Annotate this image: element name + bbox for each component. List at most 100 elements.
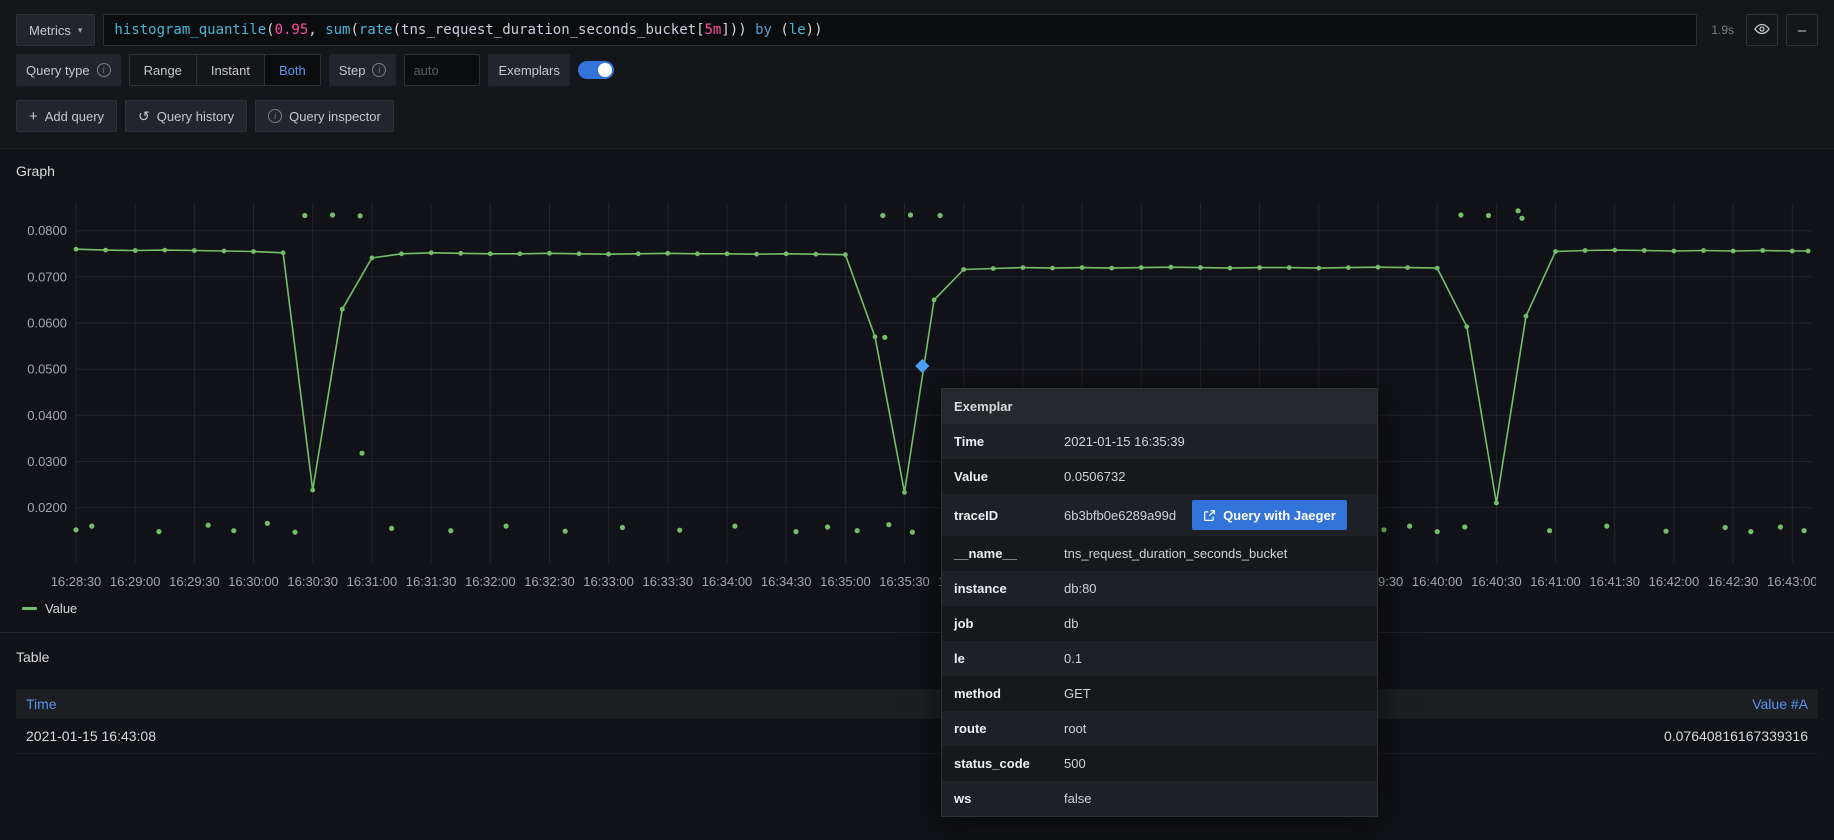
exemplar-point: [937, 212, 943, 219]
exemplar-point: [89, 523, 95, 529]
table-cell-value: 0.07640816167339316: [1663, 728, 1808, 744]
exemplar-point: [1748, 529, 1754, 535]
table-panel-title: Table: [16, 649, 50, 665]
series-point: [1671, 248, 1677, 254]
tooltip-row-traceID: traceID 6b3bfb0e6289a99d Query with Jaeger: [942, 494, 1377, 536]
query-type-option-instant[interactable]: Instant: [196, 55, 265, 85]
svg-text:16:40:30: 16:40:30: [1471, 574, 1522, 589]
exemplar-point: [292, 529, 298, 535]
exemplars-toggle[interactable]: [577, 61, 614, 79]
legend-item-value[interactable]: Value: [16, 601, 1818, 630]
eye-icon: [1754, 21, 1770, 40]
svg-text:16:35:30: 16:35:30: [879, 574, 930, 589]
add-query-button[interactable]: + Add query: [16, 100, 118, 132]
query-with-jaeger-button[interactable]: Query with Jaeger: [1192, 500, 1347, 530]
exemplar-point: [1801, 528, 1807, 534]
table-column-value-a[interactable]: Value #A: [1752, 696, 1808, 712]
tooltip-label: status_code: [954, 756, 1030, 771]
series-point: [103, 247, 108, 253]
series-point: [1227, 265, 1233, 271]
query-token: ,: [308, 22, 326, 38]
exemplar-point: [1519, 215, 1525, 221]
exemplar-point: [389, 525, 395, 531]
tooltip-label: ws: [954, 791, 972, 806]
exemplar-point: [677, 527, 683, 533]
query-type-option-both[interactable]: Both: [264, 55, 320, 85]
svg-text:16:41:30: 16:41:30: [1589, 574, 1640, 589]
exemplar-point: [909, 529, 916, 535]
exemplar-point: [732, 523, 738, 529]
tooltip-value: db: [1064, 616, 1079, 631]
hovered-exemplar-marker[interactable]: [915, 358, 930, 374]
exemplar-tooltip-title: Exemplar: [942, 389, 1377, 424]
graph-panel-title: Graph: [16, 163, 55, 179]
svg-text:16:30:30: 16:30:30: [287, 574, 338, 589]
query-token: )): [729, 22, 756, 38]
series-point: [961, 267, 967, 272]
query-token: rate: [358, 22, 393, 38]
query-type-label: Query type: [26, 62, 90, 78]
series-point: [162, 247, 168, 253]
svg-text:0.0300: 0.0300: [27, 454, 67, 469]
table-column-time[interactable]: Time: [26, 696, 57, 712]
series-point: [931, 297, 937, 303]
query-history-button[interactable]: ↺ Query history: [125, 100, 248, 132]
svg-text:16:35:00: 16:35:00: [820, 574, 871, 589]
graph-svg[interactable]: 0.0200 0.0300 0.0400 0.0500 0.0600 0.0700 0.08…: [16, 195, 1816, 595]
exemplar-point: [882, 334, 888, 340]
tooltip-row-job: job db: [942, 606, 1377, 641]
preview-query-button[interactable]: [1746, 14, 1778, 46]
series-point: [724, 251, 730, 257]
tooltip-label: job: [954, 616, 974, 631]
exemplar-point: [1381, 527, 1387, 533]
series-point: [132, 248, 138, 253]
tooltip-row-__name__: __name__ tns_request_duration_seconds_buc…: [942, 536, 1377, 571]
series-point: [635, 251, 641, 257]
svg-text:16:34:00: 16:34:00: [702, 574, 753, 589]
tooltip-label: le: [954, 651, 965, 666]
series-point: [1079, 265, 1085, 270]
series-line-value: [75, 248, 1809, 504]
svg-text:0.0400: 0.0400: [27, 408, 67, 423]
query-token: sum: [325, 22, 351, 38]
exemplar-point: [1777, 524, 1783, 530]
series-point: [1805, 248, 1811, 254]
tooltip-value: 6b3bfb0e6289a99d Query with Jaeger: [1060, 494, 1377, 536]
series-point: [251, 249, 256, 254]
tooltip-value: root: [1064, 721, 1087, 736]
svg-text:0.0800: 0.0800: [27, 223, 67, 238]
history-icon: ↺: [138, 108, 150, 124]
svg-text:16:43:00: 16:43:00: [1767, 574, 1816, 589]
series-point: [1375, 264, 1381, 270]
series-point: [1464, 324, 1470, 330]
collapse-query-button[interactable]: –: [1786, 14, 1818, 46]
series-point: [1109, 265, 1115, 271]
svg-text:16:28:30: 16:28:30: [51, 574, 102, 589]
chevron-down-icon: ▾: [77, 24, 83, 35]
exemplar-point: [854, 528, 860, 534]
query-token: 5m: [704, 22, 722, 38]
series-point: [872, 334, 878, 340]
svg-text:16:31:30: 16:31:30: [406, 574, 457, 589]
query-token: le: [788, 22, 806, 38]
series-point: [1020, 265, 1026, 270]
step-input[interactable]: [404, 54, 481, 86]
series-point: [1523, 313, 1529, 319]
query-token: (: [392, 22, 402, 38]
query-expression: histogram_quantile(0.95, sum(rate(tns_re…: [114, 22, 822, 38]
series-point: [1405, 265, 1410, 270]
svg-text:16:31:00: 16:31:00: [347, 574, 398, 589]
metrics-dropdown[interactable]: Metrics ▾: [16, 14, 96, 46]
query-type-option-range[interactable]: Range: [129, 55, 197, 85]
tooltip-value: db:80: [1064, 581, 1097, 596]
query-inspector-button[interactable]: i Query inspector: [255, 100, 394, 132]
svg-text:16:30:00: 16:30:00: [228, 574, 279, 589]
query-input[interactable]: histogram_quantile(0.95, sum(rate(tns_re…: [103, 14, 1698, 46]
series-point: [1641, 248, 1647, 253]
exemplar-point: [357, 213, 363, 219]
query-token: by: [755, 22, 772, 38]
exemplar-point: [73, 527, 79, 533]
exemplar-point: [1462, 524, 1468, 530]
series-point: [606, 251, 611, 257]
